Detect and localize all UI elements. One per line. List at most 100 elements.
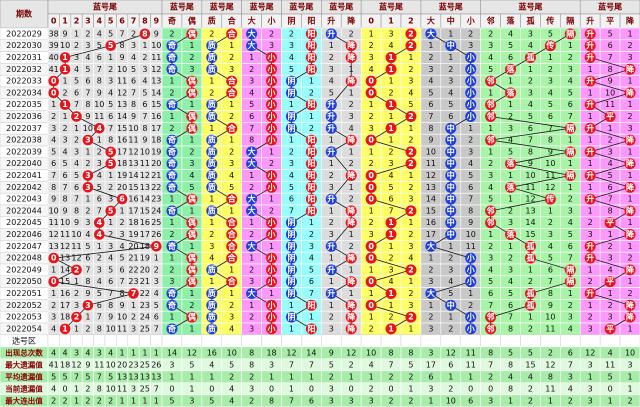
omission-value: 3: [209, 242, 214, 251]
stat-value: 3: [169, 360, 174, 369]
hit-label: 中: [447, 135, 455, 145]
hit-circle: [385, 63, 397, 75]
omission-value: 2: [588, 313, 593, 322]
hit-label: 落: [507, 229, 516, 239]
omission-value: 8: [74, 206, 79, 215]
omission-value: 2: [369, 112, 374, 121]
hit-circle: [325, 122, 337, 134]
omission-value: 10: [605, 88, 615, 97]
stat-value: 5: [229, 360, 234, 369]
omission-value: 22: [128, 265, 138, 274]
hit-label: 2: [408, 112, 414, 121]
omission-value: 10: [545, 313, 555, 322]
omission-value: 1: [568, 183, 573, 192]
stat-value: 1: [349, 372, 354, 381]
issue-number: 2022034: [6, 88, 42, 97]
omission-value: 2: [408, 136, 413, 145]
column-label: 升: [586, 16, 594, 26]
omission-value: 3: [169, 277, 174, 286]
hit-circle: [485, 99, 497, 111]
omission-value: 5: [468, 171, 473, 180]
omission-value: 18: [117, 159, 127, 168]
hit-circle: [206, 170, 218, 181]
hit-label: 偶: [188, 76, 196, 86]
hit-label: 质: [208, 158, 216, 168]
hit-circle: [624, 158, 636, 170]
omission-value: 6: [97, 53, 102, 62]
omission-value: 5: [97, 183, 102, 192]
issue-number: 2022042: [6, 183, 42, 192]
omission-value: 5: [74, 77, 79, 86]
omission-value: 2: [408, 65, 413, 74]
omission-value: 3: [269, 41, 274, 50]
omission-value: 5: [249, 100, 254, 109]
omission-value: 10: [117, 313, 127, 322]
omission-value: 6: [528, 124, 533, 133]
stat-value: 3: [588, 396, 593, 405]
omission-value: 20: [117, 183, 127, 192]
omission-value: 12: [545, 183, 555, 192]
omission-value: 4: [388, 171, 393, 180]
omission-value: 1: [169, 254, 174, 263]
omission-value: 12: [128, 147, 138, 156]
hit-label: 质: [208, 146, 216, 156]
omission-value: 1: [169, 77, 174, 86]
hit-circle: [305, 134, 317, 146]
hit-label: 2: [408, 265, 414, 274]
hit-label: 阴: [287, 313, 295, 322]
stat-value: 3: [568, 372, 573, 381]
omission-value: 2: [369, 218, 374, 227]
omission-value: 1: [209, 77, 214, 86]
column-label: 6: [119, 17, 125, 26]
hit-label: 阴: [287, 124, 295, 133]
omission-value: 5: [488, 195, 493, 204]
stat-value: 2: [627, 396, 632, 405]
column-label: 0: [51, 17, 57, 26]
hit-label: 降: [626, 264, 635, 274]
omission-value: 9: [548, 147, 553, 156]
issue-number: 2022044: [6, 206, 42, 215]
omission-value: 1: [349, 147, 354, 156]
hit-circle: [166, 40, 178, 52]
omission-value: 2: [97, 254, 102, 263]
hit-circle: [564, 146, 576, 158]
hit-label: 降: [626, 135, 635, 145]
omission-value: 15: [128, 183, 138, 192]
hit-label: 大: [248, 288, 256, 298]
hit-label: 0: [368, 277, 374, 286]
hit-label: 偶: [188, 217, 196, 227]
stat-value: 10: [366, 348, 376, 357]
omission-value: 2: [329, 53, 334, 62]
hit-circle: [305, 63, 317, 75]
omission-value: 19: [117, 171, 127, 180]
hit-circle: [166, 99, 178, 111]
group-title: 蓝号尾: [329, 2, 353, 12]
omission-value: 1: [120, 206, 125, 215]
omission-value: 12: [49, 230, 59, 239]
omission-value: 6: [608, 41, 613, 50]
omission-value: 5: [108, 265, 113, 274]
omission-value: 9: [120, 301, 125, 310]
omission-value: 5: [120, 254, 125, 263]
omission-value: 1: [588, 265, 593, 274]
omission-value: 2: [74, 136, 79, 145]
omission-value: 7: [108, 124, 113, 133]
stat-value: 26: [151, 360, 161, 369]
omission-value: 1: [289, 100, 294, 109]
hit-label: 1: [62, 65, 68, 74]
omission-value: 1: [388, 77, 393, 86]
omission-value: 8: [608, 206, 613, 215]
omission-value: 9: [97, 88, 102, 97]
issue-number: 2022029: [6, 29, 42, 38]
omission-value: 5: [309, 265, 314, 274]
omission-value: 2: [349, 159, 354, 168]
stat-value: 3: [329, 384, 334, 393]
omission-value: 1: [229, 206, 234, 215]
hit-label: 邻: [486, 217, 495, 227]
hit-label: 0: [368, 254, 374, 263]
omission-value: 4: [408, 254, 413, 263]
omission-value: 1: [249, 301, 254, 310]
omission-value: 4: [448, 277, 453, 286]
omission-value: 17: [128, 206, 138, 215]
omission-value: 8: [108, 136, 113, 145]
